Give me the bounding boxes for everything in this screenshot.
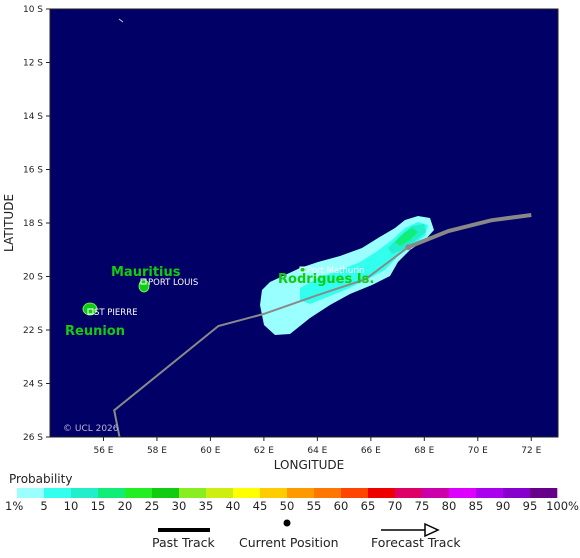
legend-label: 35 <box>199 499 214 513</box>
lon-tick-label: 72 E <box>521 446 541 456</box>
legend-swatch <box>179 488 207 498</box>
longitude-axis: 56 E 58 E 60 E 62 E 64 E 66 E 68 E 70 E 72 E <box>93 437 542 456</box>
town-label-port-mathurin: Port Mathurin <box>307 266 364 276</box>
legend-label: 50 <box>280 499 295 513</box>
lat-tick-label: 20 S <box>23 273 43 283</box>
legend-label: 20 <box>118 499 133 513</box>
legend-swatch <box>368 488 396 498</box>
lon-tick-label: 58 E <box>147 446 167 456</box>
copyright-label: © UCL 2026 <box>63 424 119 434</box>
swath-15-percent <box>395 228 418 246</box>
lat-tick-label: 12 S <box>23 59 43 69</box>
lat-tick-label: 14 S <box>23 112 43 122</box>
legend-title: Probability <box>9 472 72 486</box>
small-island-north <box>118 18 124 23</box>
legend-swatch <box>287 488 315 498</box>
legend-swatch <box>449 488 477 498</box>
legend-label: 90 <box>496 499 511 513</box>
island-label-reunion: Reunion <box>65 324 125 339</box>
latitude-axis: 10 S 12 S 14 S 16 S 18 S 20 S 22 S 24 S 26 S <box>23 5 50 443</box>
island-label-rodrigues: Rodrigues Is. <box>278 272 374 287</box>
legend-swatch <box>476 488 504 498</box>
probability-swath <box>260 216 434 335</box>
legend-label: 60 <box>334 499 349 513</box>
lon-tick-label: 64 E <box>307 446 327 456</box>
legend-swatch <box>260 488 288 498</box>
lon-tick-label: 70 E <box>468 446 488 456</box>
past-track-label: Past Track <box>152 535 215 550</box>
legend-swatch <box>44 488 72 498</box>
legend-label: 5 <box>40 499 47 513</box>
legend-label: 1% <box>5 499 23 513</box>
map-frame <box>49 8 559 438</box>
legend-label: 30 <box>172 499 187 513</box>
x-axis-title: LONGITUDE <box>274 458 344 472</box>
legend-swatch <box>341 488 369 498</box>
lon-tick-label: 68 E <box>414 446 434 456</box>
legend-label: 100% <box>546 499 579 513</box>
legend-swatch <box>17 488 45 498</box>
past-track-line <box>407 213 532 249</box>
lon-tick-label: 66 E <box>361 446 381 456</box>
legend-swatch <box>206 488 234 498</box>
lat-tick-label: 22 S <box>23 326 43 336</box>
current-position-label: Current Position <box>239 535 339 550</box>
lon-tick-label: 62 E <box>254 446 274 456</box>
legend-label: 15 <box>91 499 106 513</box>
y-axis-title: LATITUDE <box>2 194 16 252</box>
lat-tick-label: 10 S <box>23 5 43 15</box>
forecast-track-line <box>113 246 409 438</box>
town-label-st-pierre: ST PIERRE <box>94 308 137 318</box>
island-label-mauritius: Mauritius <box>111 265 181 280</box>
forecast-arrow-icon <box>424 522 440 538</box>
legend-label: 55 <box>307 499 322 513</box>
legend-swatch <box>530 488 558 498</box>
legend-swatch <box>422 488 450 498</box>
legend-swatch <box>125 488 153 498</box>
current-position-marker <box>405 244 412 251</box>
legend-swatch <box>152 488 180 498</box>
town-label-port-louis: PORT LOUIS <box>148 278 198 288</box>
legend-swatch <box>314 488 342 498</box>
legend-label: 40 <box>226 499 241 513</box>
legend-labels: 1% 5 10 15 20 25 30 35 40 45 50 55 60 65 70 75 80 85 90 95 1… <box>5 499 579 513</box>
st-pierre-marker <box>87 308 94 315</box>
track-legend: Past Track Current Position Forecast Tra… <box>152 519 461 550</box>
legend-label: 25 <box>145 499 160 513</box>
lon-tick-label: 56 E <box>93 446 113 456</box>
port-mathurin-marker <box>299 266 306 273</box>
legend-label: 10 <box>64 499 79 513</box>
lat-tick-label: 24 S <box>23 380 43 390</box>
legend-label: 75 <box>415 499 430 513</box>
legend-label: 45 <box>253 499 268 513</box>
legend-swatch <box>503 488 531 498</box>
legend-label: 70 <box>388 499 403 513</box>
legend-label: 95 <box>523 499 538 513</box>
legend-swatch <box>233 488 261 498</box>
legend-label: 80 <box>442 499 457 513</box>
current-position-symbol <box>283 519 291 527</box>
legend-label: 85 <box>469 499 484 513</box>
legend-swatch <box>71 488 99 498</box>
legend-label: 65 <box>361 499 376 513</box>
forecast-track-label: Forecast Track <box>371 535 461 550</box>
lat-tick-label: 26 S <box>23 433 43 443</box>
lat-tick-label: 16 S <box>23 166 43 176</box>
lon-tick-label: 60 E <box>200 446 220 456</box>
lat-tick-label: 18 S <box>23 219 43 229</box>
port-louis-marker <box>140 278 147 285</box>
town-markers <box>87 266 306 315</box>
legend-swatch <box>395 488 423 498</box>
legend-color-bar <box>17 488 558 498</box>
legend-swatch <box>98 488 126 498</box>
